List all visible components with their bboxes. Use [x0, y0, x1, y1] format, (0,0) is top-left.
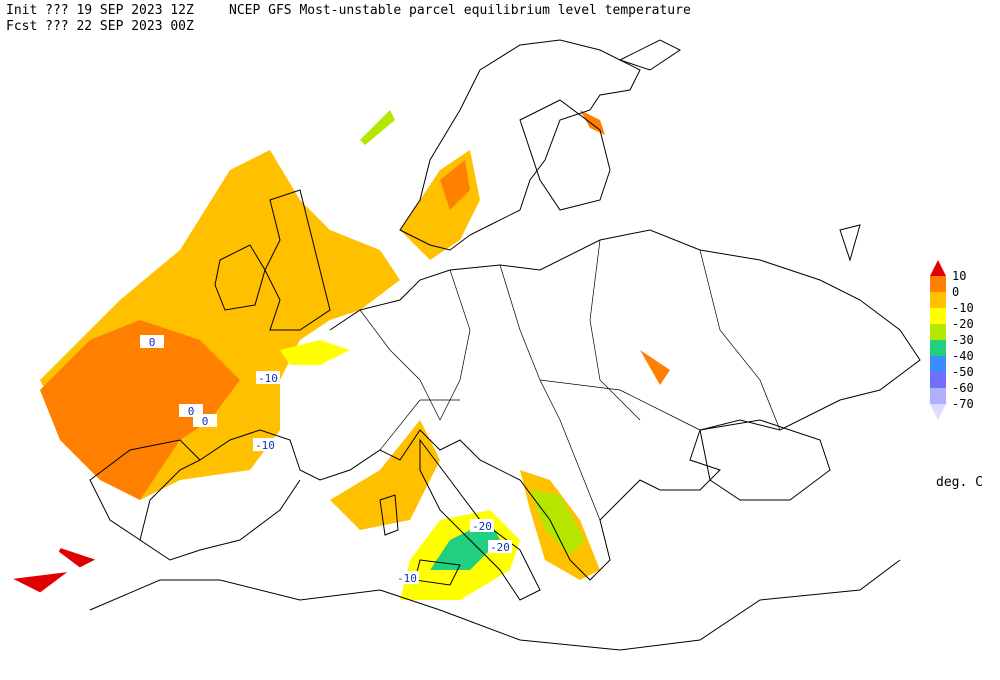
contour-label: 0: [202, 415, 209, 428]
legend-label: -40: [952, 349, 974, 363]
legend: 10 0 -10 -20 -30 -40 -50 -60 -70: [930, 260, 974, 420]
contour-label-box: [488, 540, 512, 553]
legend-label: -50: [952, 365, 974, 379]
area-10-to-0: [40, 320, 240, 500]
legend-label: -10: [952, 301, 974, 315]
legend-label: -60: [952, 381, 974, 395]
borders: [359, 239, 781, 521]
legend-swatch: [930, 292, 946, 308]
contour-label-box: [256, 371, 280, 384]
contour-label: -20: [472, 520, 492, 533]
area-10-to-0: [440, 160, 470, 210]
great-britain: [264, 189, 331, 331]
legend-label: -30: [952, 333, 974, 347]
iberia-west: [89, 439, 201, 541]
area-0-to-minus10: [400, 150, 480, 260]
forecast-time: Fcst ??? 22 SEP 2023 00Z: [6, 19, 194, 34]
contour-label-box: [140, 335, 164, 348]
map-title: NCEP GFS Most-unstable parcel equilibriu…: [229, 3, 691, 18]
legend-swatch: [930, 324, 946, 340]
coastlines: [89, 39, 921, 651]
legend-units: deg. C: [936, 475, 983, 490]
legend-label: -20: [952, 317, 974, 331]
legend-swatch: [930, 372, 946, 388]
area-minus30-to-minus40: [430, 520, 500, 570]
legend-swatch: [930, 340, 946, 356]
init-time: Init ??? 19 SEP 2023 12Z: [6, 3, 194, 18]
contour-label: 0: [149, 336, 156, 349]
legend-arrow-top: [930, 260, 946, 276]
contour-labels: 000-10-10-20-20-10: [140, 335, 512, 585]
legend-label: -70: [952, 397, 974, 411]
legend-swatch: [930, 388, 946, 404]
contour-label-box: [179, 404, 203, 417]
contour-label-box: [253, 438, 277, 451]
ireland: [214, 244, 266, 311]
area-minus10-to-minus20: [280, 340, 350, 365]
area-minus20-to-minus30: [530, 490, 585, 555]
italy: [419, 438, 541, 601]
field-areas: [13, 110, 670, 600]
black-sea: [699, 419, 831, 501]
finland: [519, 99, 611, 211]
legend-label: 0: [952, 285, 959, 299]
country-borders: [359, 239, 781, 521]
area-minus20-to-minus30: [360, 110, 395, 145]
area-10-to-0: [580, 110, 670, 385]
scandinavia: [399, 39, 641, 251]
contour-label: 0: [188, 405, 195, 418]
area-0-to-minus10: [330, 420, 440, 530]
contour-label: -20: [490, 541, 510, 554]
contour-label: -10: [258, 372, 278, 385]
contour-label-box: [395, 571, 419, 584]
legend-arrow-bottom: [930, 404, 946, 420]
area-above-10: [13, 548, 96, 593]
contour-label: -10: [397, 572, 417, 585]
contour-label-box: [470, 519, 494, 532]
contour-label-box: [193, 414, 217, 427]
legend-swatch: [930, 356, 946, 372]
legend-swatch: [930, 276, 946, 292]
legend-swatch: [930, 308, 946, 324]
legend-label: 10: [952, 269, 966, 283]
contour-label: -10: [255, 439, 275, 452]
north-africa-coast: [89, 559, 901, 651]
arctic-coast: [618, 39, 861, 262]
